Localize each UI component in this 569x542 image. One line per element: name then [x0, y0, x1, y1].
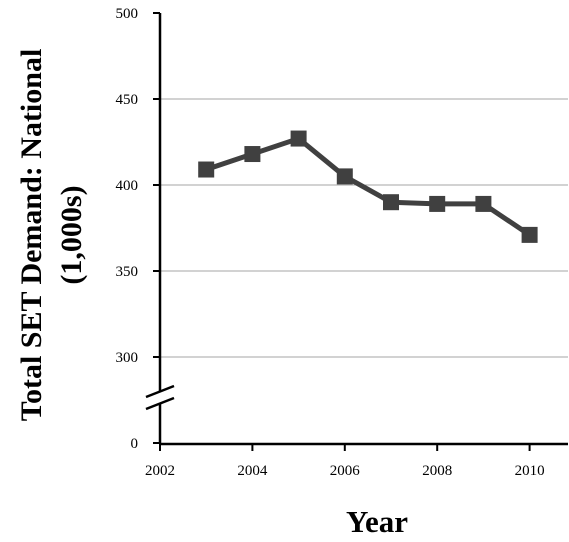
x-tick-label: 2004: [237, 463, 268, 479]
data-series: [198, 130, 538, 243]
data-point-marker: [290, 130, 307, 147]
y-tick-label: 500: [116, 6, 139, 22]
x-tick-labels: 2002 2004 2006 2008 2010: [145, 463, 545, 479]
y-tick-label: 350: [116, 264, 139, 280]
y-tick-label: 300: [116, 350, 139, 366]
y-tick-labels: 0 300 350 400 450 500: [116, 6, 139, 452]
data-point-marker: [475, 195, 492, 212]
y-axis-title-line1: Total SET Demand: National: [15, 49, 48, 422]
gridlines: [160, 98, 568, 358]
x-tick-label: 2006: [330, 463, 361, 479]
y-tick-label: 450: [116, 92, 139, 108]
data-point-marker: [244, 146, 261, 163]
data-point-marker: [383, 194, 399, 211]
y-tick-label: 400: [116, 178, 139, 194]
data-point-marker: [521, 226, 538, 243]
x-axis-title: Year: [346, 504, 408, 539]
x-tick-label: 2010: [515, 463, 545, 479]
x-tick-label: 2008: [422, 463, 452, 479]
data-point-marker: [336, 168, 353, 185]
data-point-marker: [429, 195, 446, 212]
axes: [145, 12, 568, 451]
axis-break-mark-lower: [145, 396, 175, 411]
y-axis-title-line2: (1,000s): [55, 185, 88, 284]
y-tick-label: 0: [131, 436, 139, 452]
data-point-marker: [198, 161, 215, 178]
x-tick-label: 2002: [145, 463, 175, 479]
axis-break-mark-upper: [145, 384, 175, 399]
